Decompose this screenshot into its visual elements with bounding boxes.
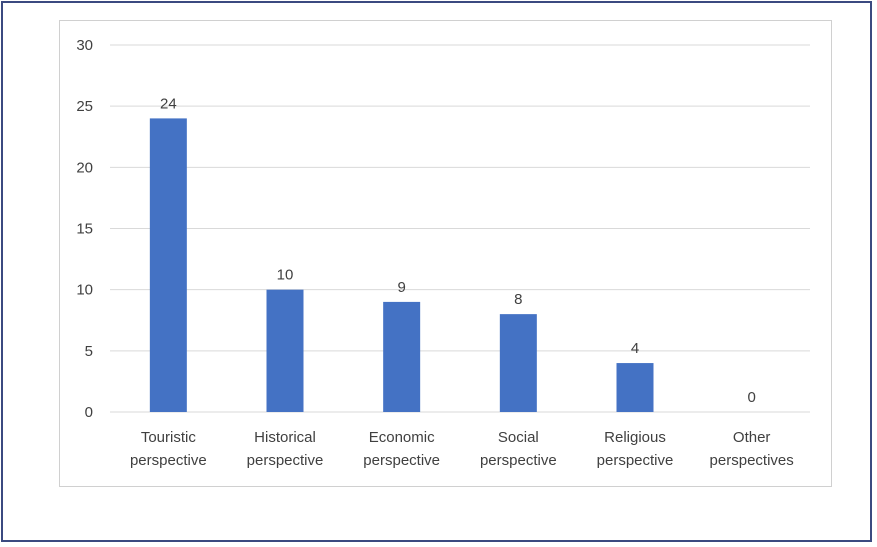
data-labels: 24 10 9 8 4 0 xyxy=(160,95,756,406)
y-tick-label: 15 xyxy=(76,221,93,238)
category-label-line: Social xyxy=(498,429,539,446)
category-label: Other perspectives xyxy=(710,429,794,469)
data-label: 0 xyxy=(747,389,755,406)
data-label: 24 xyxy=(160,95,177,112)
category-label-line: Religious xyxy=(604,429,666,446)
chart-area xyxy=(59,20,832,487)
y-tick-label: 20 xyxy=(76,159,93,176)
x-axis-categories: Touristic perspective Historical perspectiv… xyxy=(130,429,794,469)
category-label-line: perspective xyxy=(130,452,207,469)
category-label: Social perspective xyxy=(480,429,557,469)
gridlines xyxy=(110,44,810,413)
y-tick-label: 30 xyxy=(76,37,93,54)
bar xyxy=(499,314,537,412)
data-label: 8 xyxy=(514,291,522,308)
category-label: Religious perspective xyxy=(597,429,674,469)
category-label-line: perspective xyxy=(597,452,674,469)
category-label-line: perspectives xyxy=(710,452,794,469)
category-label: Historical perspective xyxy=(247,429,324,469)
y-axis-ticks: 0 5 10 15 20 25 30 xyxy=(76,37,93,421)
y-tick-label: 5 xyxy=(85,343,93,360)
y-tick-label: 10 xyxy=(76,282,93,299)
category-label-line: perspective xyxy=(480,452,557,469)
y-tick-label: 0 xyxy=(85,404,93,421)
bar xyxy=(149,118,187,413)
data-label: 10 xyxy=(277,267,294,284)
bars xyxy=(149,118,654,413)
category-label-line: perspective xyxy=(247,452,324,469)
bar xyxy=(616,363,654,412)
bar xyxy=(383,301,421,412)
category-label: Economic perspective xyxy=(363,429,440,469)
category-label-line: perspective xyxy=(363,452,440,469)
category-label: Touristic perspective xyxy=(130,429,207,469)
data-label: 4 xyxy=(631,340,639,357)
category-label-line: Historical xyxy=(254,429,316,446)
bar xyxy=(266,289,304,412)
category-label-line: Economic xyxy=(369,429,435,446)
data-label: 9 xyxy=(397,279,405,296)
category-label-line: Touristic xyxy=(141,429,197,446)
y-tick-label: 25 xyxy=(76,98,93,115)
category-label-line: Other xyxy=(733,429,771,446)
